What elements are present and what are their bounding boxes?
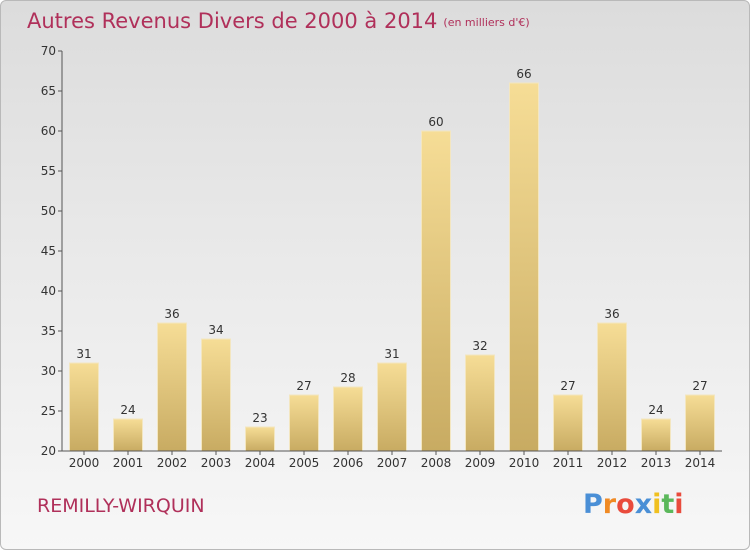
bar-2006 (333, 386, 363, 452)
x-tick-label-2005: 2005 (289, 456, 320, 470)
location-label: REMILLY-WIRQUIN (37, 495, 205, 517)
value-label-2004: 23 (252, 411, 267, 425)
y-tick-label-45: 45 (41, 244, 56, 258)
bar-2013 (641, 418, 671, 452)
proxiti-logo: Proxiti (583, 489, 684, 520)
x-tick-label-2006: 2006 (333, 456, 364, 470)
x-tick-label-2007: 2007 (377, 456, 408, 470)
value-label-2003: 34 (208, 323, 223, 337)
y-tick-label-70: 70 (41, 44, 56, 58)
bar-2005 (289, 394, 319, 452)
y-tick-label-60: 60 (41, 124, 56, 138)
value-label-2000: 31 (76, 347, 91, 361)
y-tick-label-55: 55 (41, 164, 56, 178)
logo-letter: o (616, 489, 635, 520)
value-label-2013: 24 (648, 403, 663, 417)
value-label-2010: 66 (516, 67, 531, 81)
logo-letter: P (583, 489, 603, 520)
value-label-2002: 36 (164, 307, 179, 321)
bar-2011 (553, 394, 583, 452)
chart-subtitle: (en milliers d'€) (443, 16, 530, 29)
bar-2000 (69, 362, 99, 452)
logo-letter: i (652, 489, 662, 520)
y-tick-label-50: 50 (41, 204, 56, 218)
logo-letter: i (674, 489, 684, 520)
logo-letter: r (602, 489, 617, 520)
bar-2010 (509, 82, 539, 452)
axes-group (58, 50, 722, 455)
labels-group: 31 2000 24 2001 36 2002 34 2003 23 2004 27 2005 28 20… (41, 44, 716, 470)
x-tick-label-2009: 2009 (465, 456, 496, 470)
bar-2007 (377, 362, 407, 452)
bar-2014 (685, 394, 715, 452)
value-label-2006: 28 (340, 371, 355, 385)
y-tick-label-40: 40 (41, 284, 56, 298)
bar-2009 (465, 354, 495, 452)
x-tick-label-2002: 2002 (157, 456, 188, 470)
logo-letter: t (661, 489, 675, 520)
y-tick-label-25: 25 (41, 404, 56, 418)
x-tick-label-2013: 2013 (641, 456, 672, 470)
y-tick-label-20: 20 (41, 444, 56, 458)
value-label-2007: 31 (384, 347, 399, 361)
x-tick-label-2001: 2001 (113, 456, 144, 470)
value-label-2012: 36 (604, 307, 619, 321)
bar-2001 (113, 418, 143, 452)
value-label-2009: 32 (472, 339, 487, 353)
x-tick-label-2003: 2003 (201, 456, 232, 470)
x-tick-label-2011: 2011 (553, 456, 584, 470)
y-tick-label-35: 35 (41, 324, 56, 338)
bar-2002 (157, 322, 187, 452)
logo-letter: x (634, 489, 653, 520)
y-tick-label-65: 65 (41, 84, 56, 98)
x-tick-label-2012: 2012 (597, 456, 628, 470)
x-tick-label-2010: 2010 (509, 456, 540, 470)
x-tick-label-2004: 2004 (245, 456, 276, 470)
value-label-2005: 27 (296, 379, 311, 393)
value-label-2014: 27 (692, 379, 707, 393)
bar-2003 (201, 338, 231, 452)
bar-2008 (421, 130, 451, 452)
bars-group (69, 82, 715, 452)
x-tick-label-2000: 2000 (69, 456, 100, 470)
bar-2012 (597, 322, 627, 452)
chart-title: Autres Revenus Divers de 2000 à 2014 (en … (27, 9, 530, 33)
x-tick-label-2014: 2014 (685, 456, 716, 470)
value-label-2011: 27 (560, 379, 575, 393)
bar-2004 (245, 426, 275, 452)
value-label-2008: 60 (428, 115, 443, 129)
chart-title-main: Autres Revenus Divers de 2000 à 2014 (27, 9, 438, 33)
value-label-2001: 24 (120, 403, 135, 417)
x-tick-label-2008: 2008 (421, 456, 452, 470)
y-tick-label-30: 30 (41, 364, 56, 378)
